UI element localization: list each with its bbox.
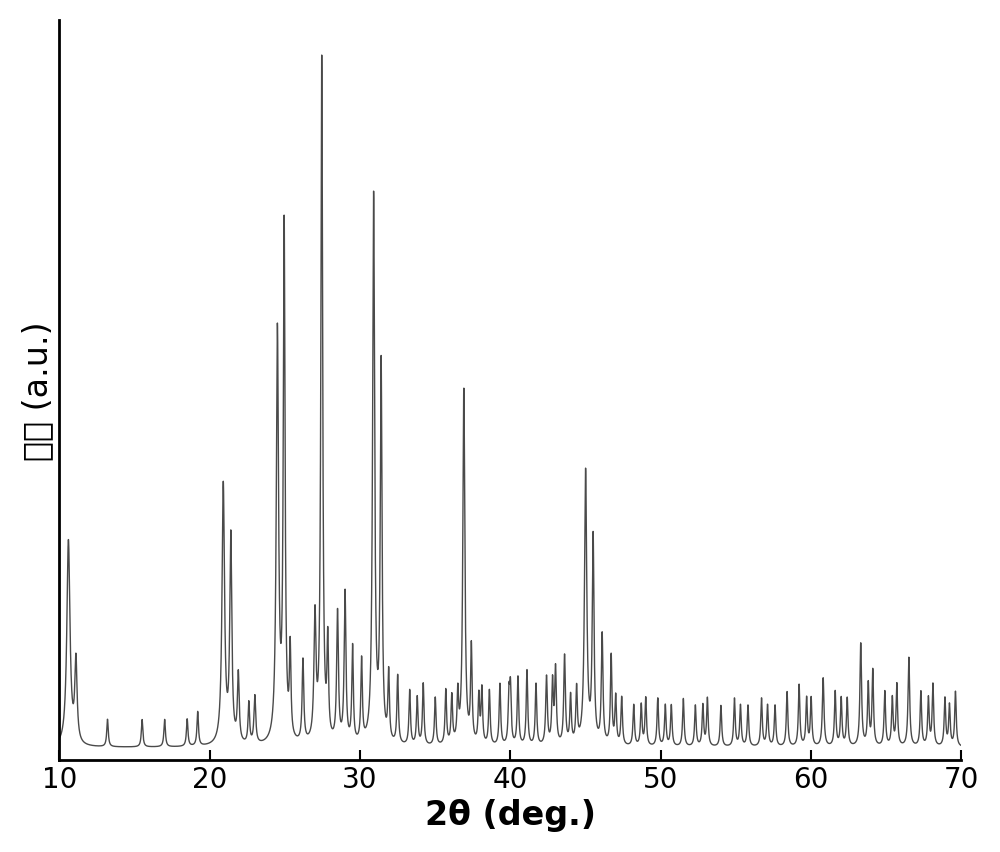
Y-axis label: 强度 (a.u.): 强度 (a.u.) [21,320,54,460]
X-axis label: 2θ (deg.): 2θ (deg.) [425,798,596,832]
